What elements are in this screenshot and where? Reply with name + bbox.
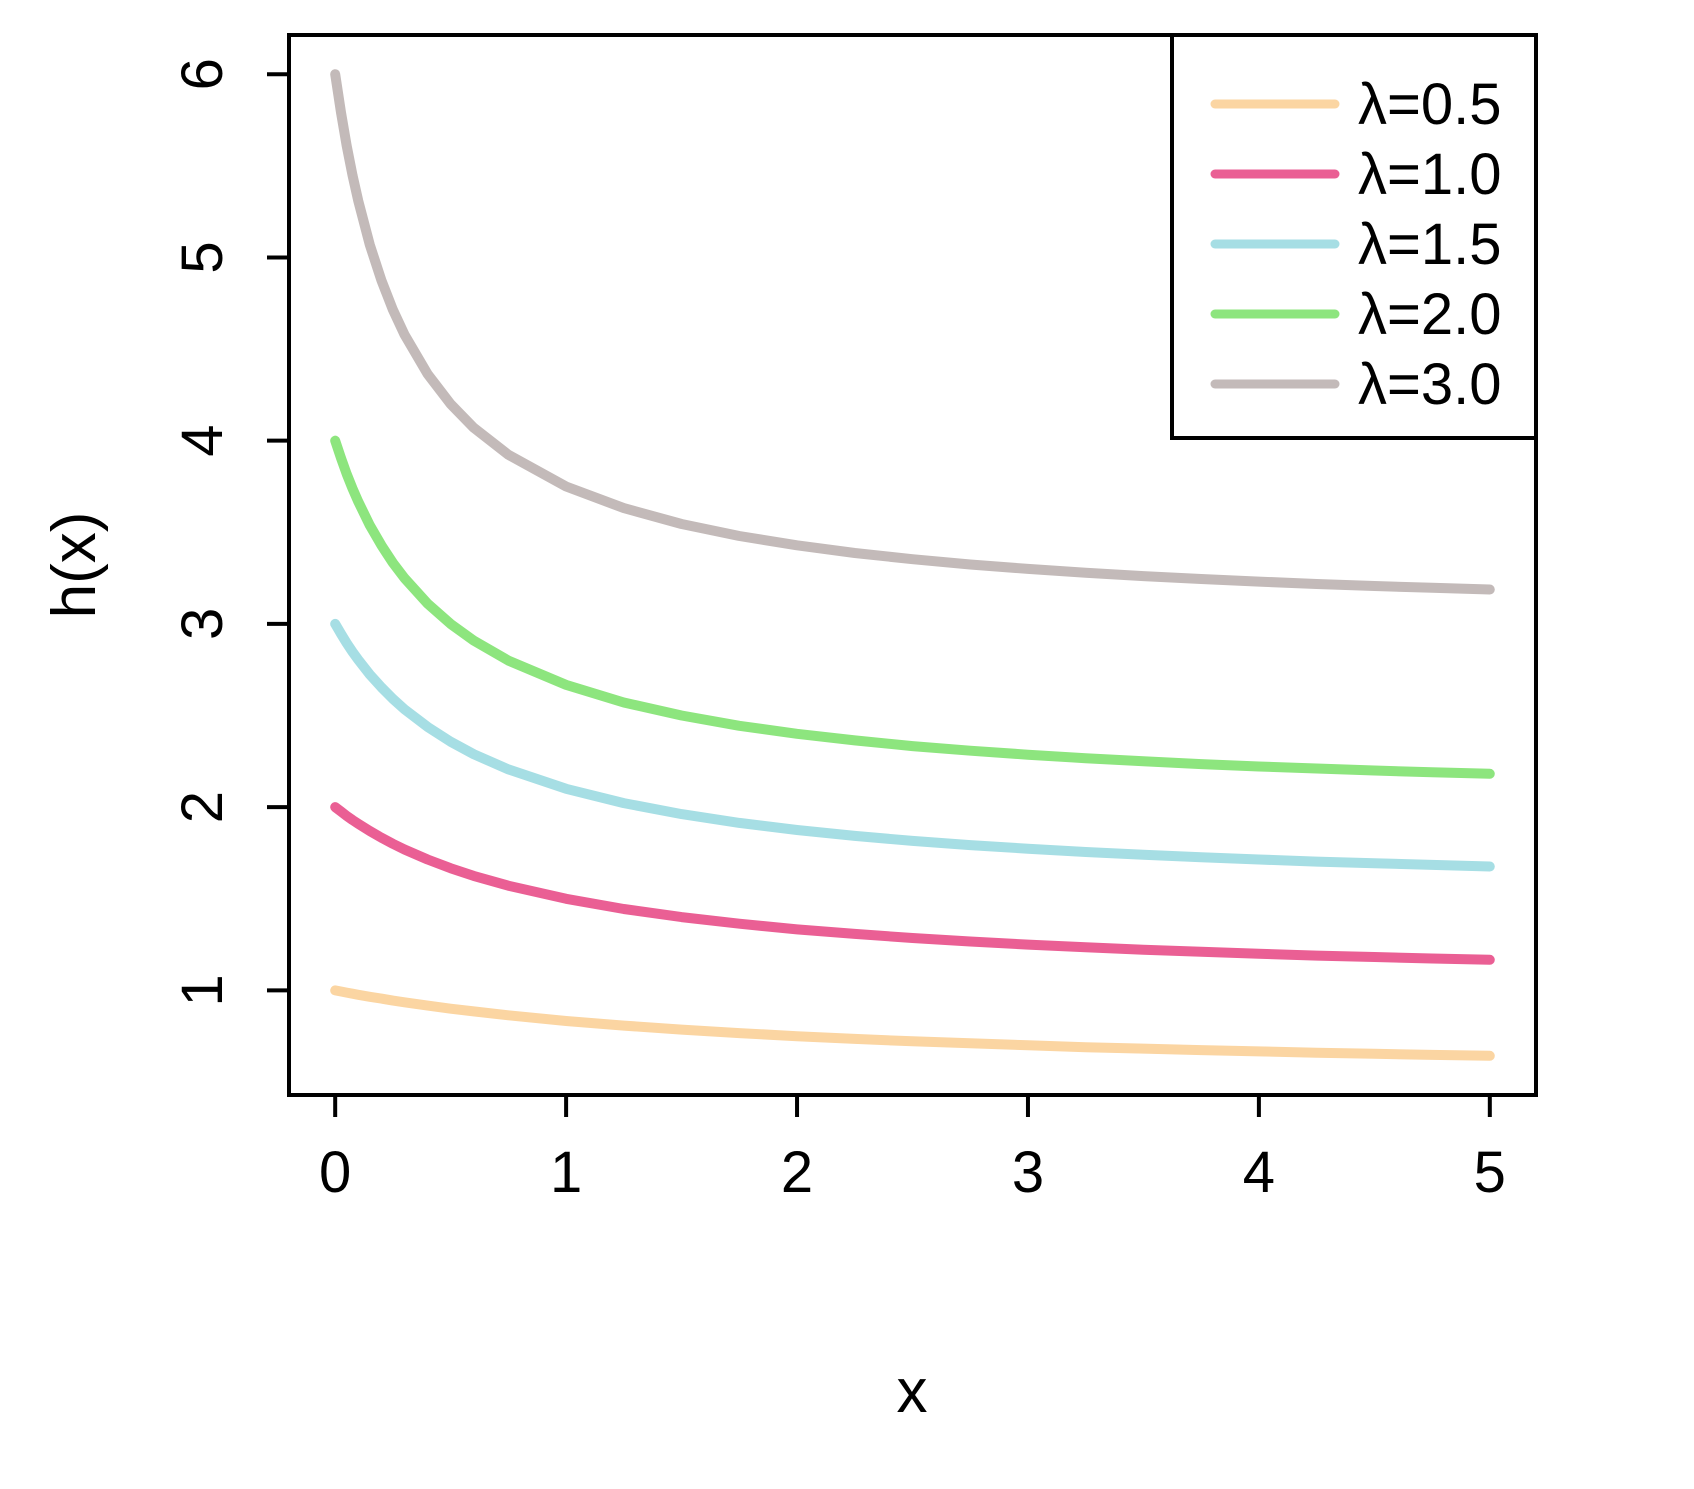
series-line-λ=2.0 [330,435,1495,779]
series-line-λ=3.0 [330,69,1495,595]
plot-box [287,33,1538,1097]
legend-label: λ=1.0 [1358,142,1502,207]
x-tick-label: 5 [1474,1140,1506,1205]
legend: λ=0.5λ=1.0λ=1.5λ=2.0λ=3.0 [1170,33,1538,440]
y-tick-label: 6 [170,58,235,90]
series-line-λ=1.0 [330,802,1495,965]
y-tick-label: 3 [170,608,235,640]
series-line-λ=1.5 [330,618,1495,872]
x-tick-label: 0 [319,1140,351,1205]
y-tick-label: 1 [170,974,235,1006]
y-tick-label: 2 [170,791,235,823]
y-axis-title: h(x) [40,512,109,619]
x-tick-label: 3 [1012,1140,1044,1205]
y-tick-label: 4 [170,425,235,457]
x-axis-title: x [897,1357,928,1426]
axes-layer: 0 1 2 3 4 5 1 2 3 4 5 6 [170,33,1538,1205]
legend-label: λ=2.0 [1358,282,1502,347]
series-line-λ=0.5 [330,985,1495,1061]
legend-label: λ=3.0 [1358,352,1502,417]
legend-label: λ=0.5 [1358,72,1502,137]
x-tick-label: 4 [1243,1140,1275,1205]
y-tick-label: 5 [170,241,235,273]
series-layer [330,69,1495,1061]
legend-label: λ=1.5 [1358,212,1502,277]
x-tick-label: 2 [781,1140,813,1205]
x-tick-label: 1 [550,1140,582,1205]
